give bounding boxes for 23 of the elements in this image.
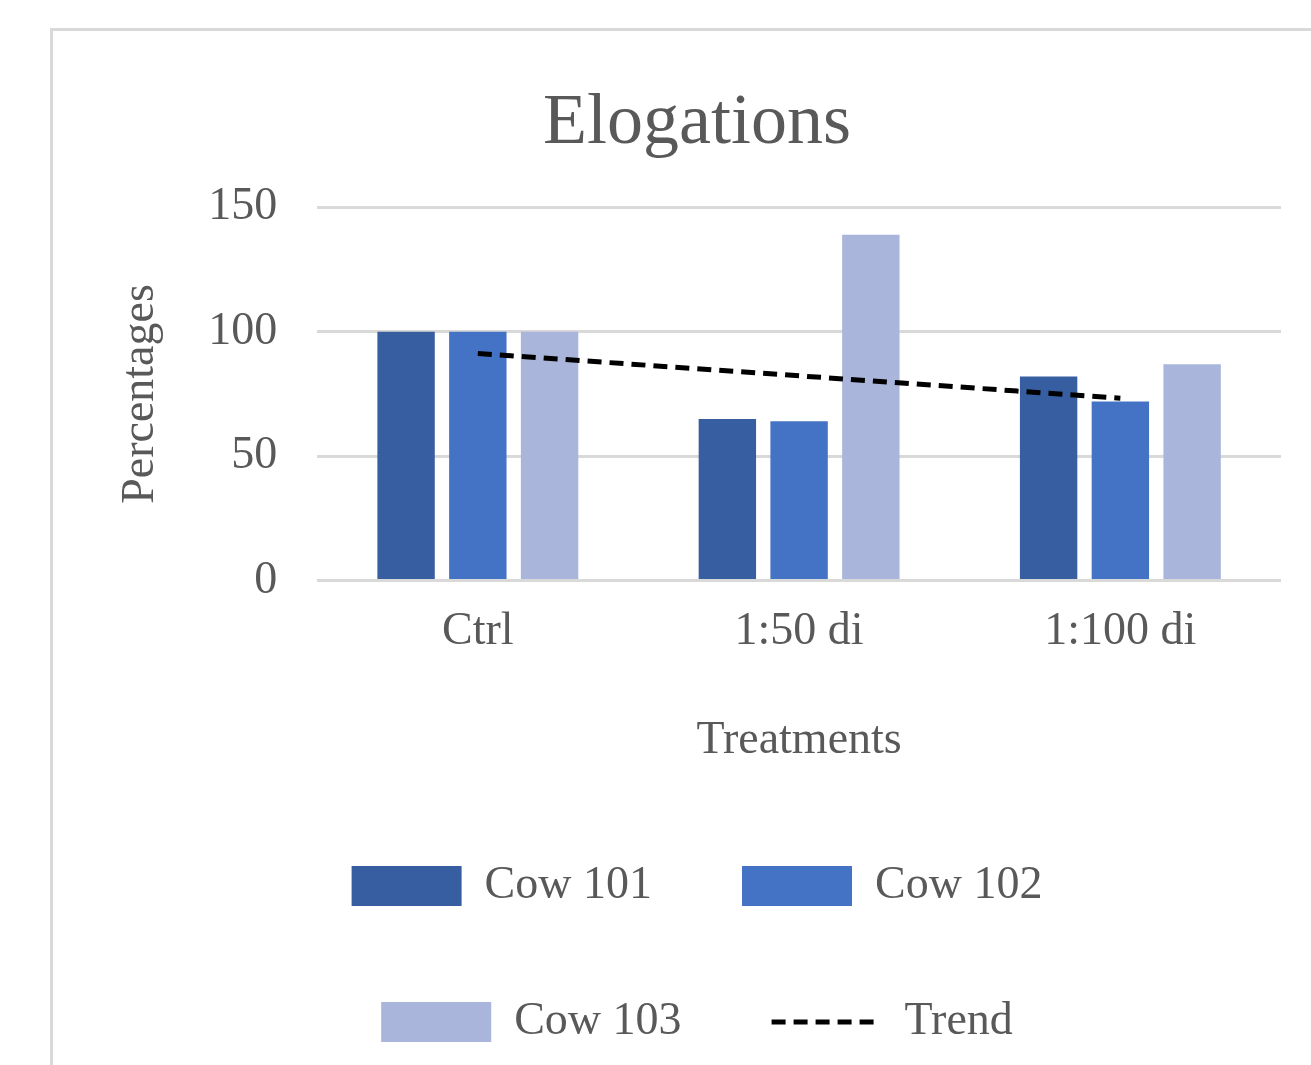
y-tick-label: 150 — [208, 178, 278, 230]
y-axis-title: Percentages — [111, 284, 163, 504]
bar — [520, 331, 579, 580]
legend-label: Cow 102 — [875, 857, 1043, 909]
bar — [449, 331, 507, 580]
y-tick-label: 0 — [254, 551, 278, 603]
x-axis-title: Treatments — [696, 712, 902, 764]
bar — [698, 418, 757, 580]
y-tick-label: 100 — [208, 302, 278, 354]
bar — [1019, 376, 1078, 580]
x-tick-label: 1:50 di — [734, 603, 864, 655]
legend-label: Trend — [904, 993, 1013, 1045]
x-tick-label: 1:100 di — [1044, 603, 1197, 655]
bar — [377, 331, 435, 580]
x-tick-label: Ctrl — [442, 603, 514, 655]
bar — [1091, 401, 1150, 580]
legend-label: Cow 101 — [484, 857, 652, 909]
bar — [842, 234, 900, 580]
y-tick-label: 50 — [231, 427, 278, 479]
legend-label: Cow 103 — [514, 993, 682, 1045]
bar — [770, 421, 828, 580]
chart-title: Elogations — [543, 79, 851, 160]
bar — [1163, 364, 1221, 580]
